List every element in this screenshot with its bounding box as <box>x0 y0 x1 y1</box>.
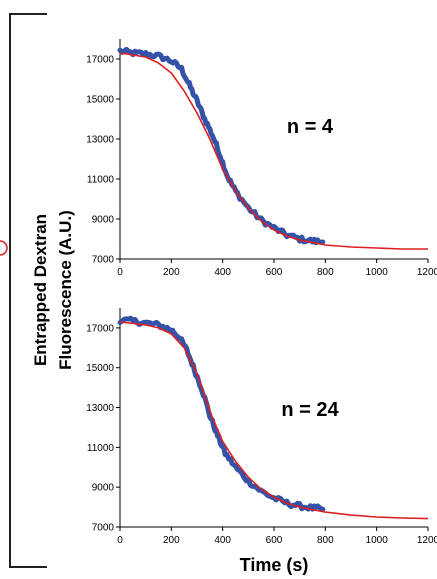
x-tick-label: 400 <box>214 535 231 546</box>
y-tick-label: 11000 <box>87 443 115 454</box>
x-tick-label: 1200 <box>417 267 437 278</box>
y-axis-title-line2: Fluorescence (A.U.) <box>56 210 75 370</box>
figure-bracket <box>9 13 47 568</box>
y-tick-label: 7000 <box>92 255 115 266</box>
panel-n24: 7000 9000 11000 13000 15000 17000 0 200 400 600 80… <box>86 308 437 546</box>
x-tick-label: 200 <box>163 535 180 546</box>
y-tick-label: 13000 <box>86 135 114 146</box>
y-axis-title-line1: Entrapped Dextran <box>31 214 50 366</box>
panel-annotation: n = 4 <box>287 116 334 138</box>
y-tick-label: 15000 <box>86 95 114 106</box>
y-tick-label: 17000 <box>86 323 114 334</box>
x-tick-label: 600 <box>266 267 283 278</box>
x-tick-label: 1200 <box>417 535 437 546</box>
fit-series-line <box>119 321 429 520</box>
y-tick-label: 13000 <box>86 403 114 414</box>
y-tick-label: 7000 <box>92 523 115 534</box>
edge-marker <box>0 240 8 256</box>
fit-series-line <box>119 52 428 250</box>
x-tick-label: 800 <box>317 267 334 278</box>
x-tick-label: 0 <box>117 535 123 546</box>
panel-n4: 7000 9000 11000 13000 15000 17000 0 200 400 600 80… <box>86 39 437 278</box>
x-tick-label: 1000 <box>366 267 389 278</box>
y-tick-label: 9000 <box>92 483 115 494</box>
x-tick-label: 1000 <box>366 535 389 546</box>
y-tick-label: 15000 <box>86 363 114 374</box>
panel-annotation: n = 24 <box>281 399 339 421</box>
x-tick-label: 600 <box>266 535 283 546</box>
x-tick-label: 400 <box>214 267 231 278</box>
y-tick-label: 9000 <box>92 215 115 226</box>
y-tick-label: 17000 <box>86 55 114 66</box>
y-tick-label: 11000 <box>87 175 115 186</box>
x-tick-label: 200 <box>163 267 180 278</box>
x-tick-label: 0 <box>117 267 123 278</box>
x-tick-label: 800 <box>317 535 334 546</box>
measured-series-line <box>117 46 326 246</box>
x-axis-title: Time (s) <box>240 555 309 575</box>
